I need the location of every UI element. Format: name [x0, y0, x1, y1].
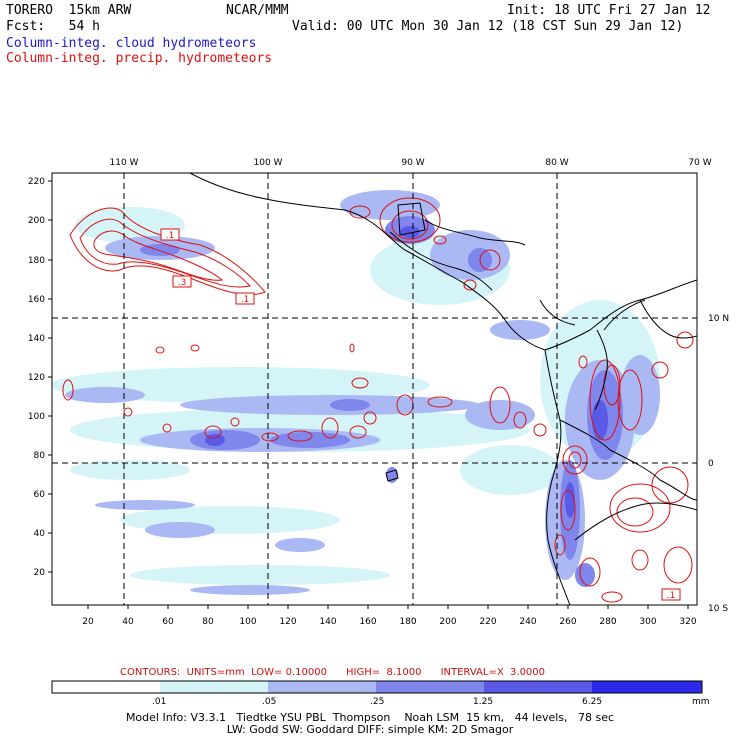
colorbar-segment	[160, 681, 268, 693]
colorbar-unit: mm	[692, 697, 710, 707]
contour-info: CONTOURS: UNITS=mm LOW= 0.10000 HIGH= 8.…	[120, 667, 546, 678]
colorbar-segment	[592, 681, 702, 693]
colorbar-label: 6.25	[582, 697, 603, 707]
x-tick-label: 20	[82, 617, 94, 627]
colorbar-label: .25	[370, 697, 385, 707]
init-time: Init: 18 UTC Fri 27 Jan 12	[507, 3, 711, 18]
precip-contours	[62, 197, 694, 603]
lon-labels: 110 W 100 W 90 W 80 W 70 W	[110, 158, 712, 168]
colorbar-segment	[268, 681, 376, 693]
y-tick-label: 40	[34, 529, 46, 539]
lon-label: 100 W	[254, 158, 283, 168]
x-tick-label: 240	[519, 617, 536, 627]
x-tick-label: 120	[279, 617, 296, 627]
contour-value-boxes: .1 .3 .1 .1	[160, 228, 681, 601]
x-tick-label: 260	[559, 617, 576, 627]
colorbar-label: .05	[262, 697, 277, 707]
x-tick-label: 200	[439, 617, 456, 627]
lon-label: 70 W	[688, 158, 711, 168]
y-tick-label: 180	[28, 256, 45, 266]
contour-label: .1	[241, 295, 250, 305]
colorbar-segment	[484, 681, 592, 693]
contour-label: .1	[667, 591, 676, 601]
coastlines	[189, 173, 697, 605]
y-tick-label: 200	[28, 216, 45, 226]
contour-label: .3	[178, 278, 187, 288]
contour-label: .1	[166, 231, 175, 241]
x-tick-label: 180	[399, 617, 416, 627]
x-tick-label: 100	[239, 617, 256, 627]
forecast-hour: Fcst: 54 h	[6, 19, 100, 34]
x-tick-label: 300	[639, 617, 656, 627]
lat-label: 10 S	[708, 604, 728, 614]
colorbar-segment	[52, 681, 160, 693]
y-tick-label: 120	[28, 373, 45, 383]
x-tick-label: 220	[479, 617, 496, 627]
precip-field-label: Column-integ. precip. hydrometeors	[6, 51, 273, 66]
y-tick-label: 60	[34, 490, 46, 500]
colorbar-label: 1.25	[473, 697, 494, 707]
lon-label: 110 W	[110, 158, 139, 168]
organization-label: NCAR/MMM	[226, 3, 289, 18]
x-tick-marks	[87, 605, 689, 609]
cloud-field-label: Column-integ. cloud hydrometeors	[6, 36, 257, 51]
x-tick-label: 320	[679, 617, 696, 627]
lon-label: 80 W	[545, 158, 568, 168]
y-tick-marks	[48, 180, 52, 573]
model-title: TORERO 15km ARW	[6, 3, 132, 18]
lat-labels: 10 N 0 10 S	[708, 314, 729, 614]
y-tick-label: 100	[28, 412, 45, 422]
x-tick-label: 280	[599, 617, 616, 627]
colorbar	[51, 680, 703, 694]
x-tick-label: 140	[319, 617, 336, 627]
model-info-line1: Model Info: V3.3.1 Tiedtke YSU PBL Thomp…	[125, 711, 615, 724]
y-tick-label: 220	[28, 177, 45, 187]
lat-label: 10 N	[708, 314, 729, 324]
y-tick-label: 20	[34, 568, 46, 578]
graticule	[52, 173, 697, 605]
colorbar-label: .01	[152, 697, 167, 707]
x-tick-label: 160	[359, 617, 376, 627]
map-frame	[51, 172, 698, 606]
lon-label: 90 W	[401, 158, 424, 168]
x-tick-label: 80	[202, 617, 214, 627]
colorbar-segment	[376, 681, 484, 693]
y-tick-labels: 220 200 180 160 140 120 100 80 60 40 20	[28, 177, 45, 578]
y-tick-label: 140	[28, 334, 45, 344]
y-tick-label: 80	[34, 451, 46, 461]
lat-label: 0	[708, 459, 714, 469]
y-tick-label: 160	[28, 295, 45, 305]
x-tick-labels: 20 40 60 80 100 120 140 160 180 200 220 …	[82, 617, 697, 627]
cloud-shading	[52, 190, 660, 595]
model-info-line2: LW: Godd SW: Goddard DIFF: simple KM: 2D…	[226, 723, 514, 736]
x-tick-label: 60	[162, 617, 174, 627]
valid-time: Valid: 00 UTC Mon 30 Jan 12 (18 CST Sun …	[292, 19, 684, 34]
x-tick-label: 40	[122, 617, 134, 627]
